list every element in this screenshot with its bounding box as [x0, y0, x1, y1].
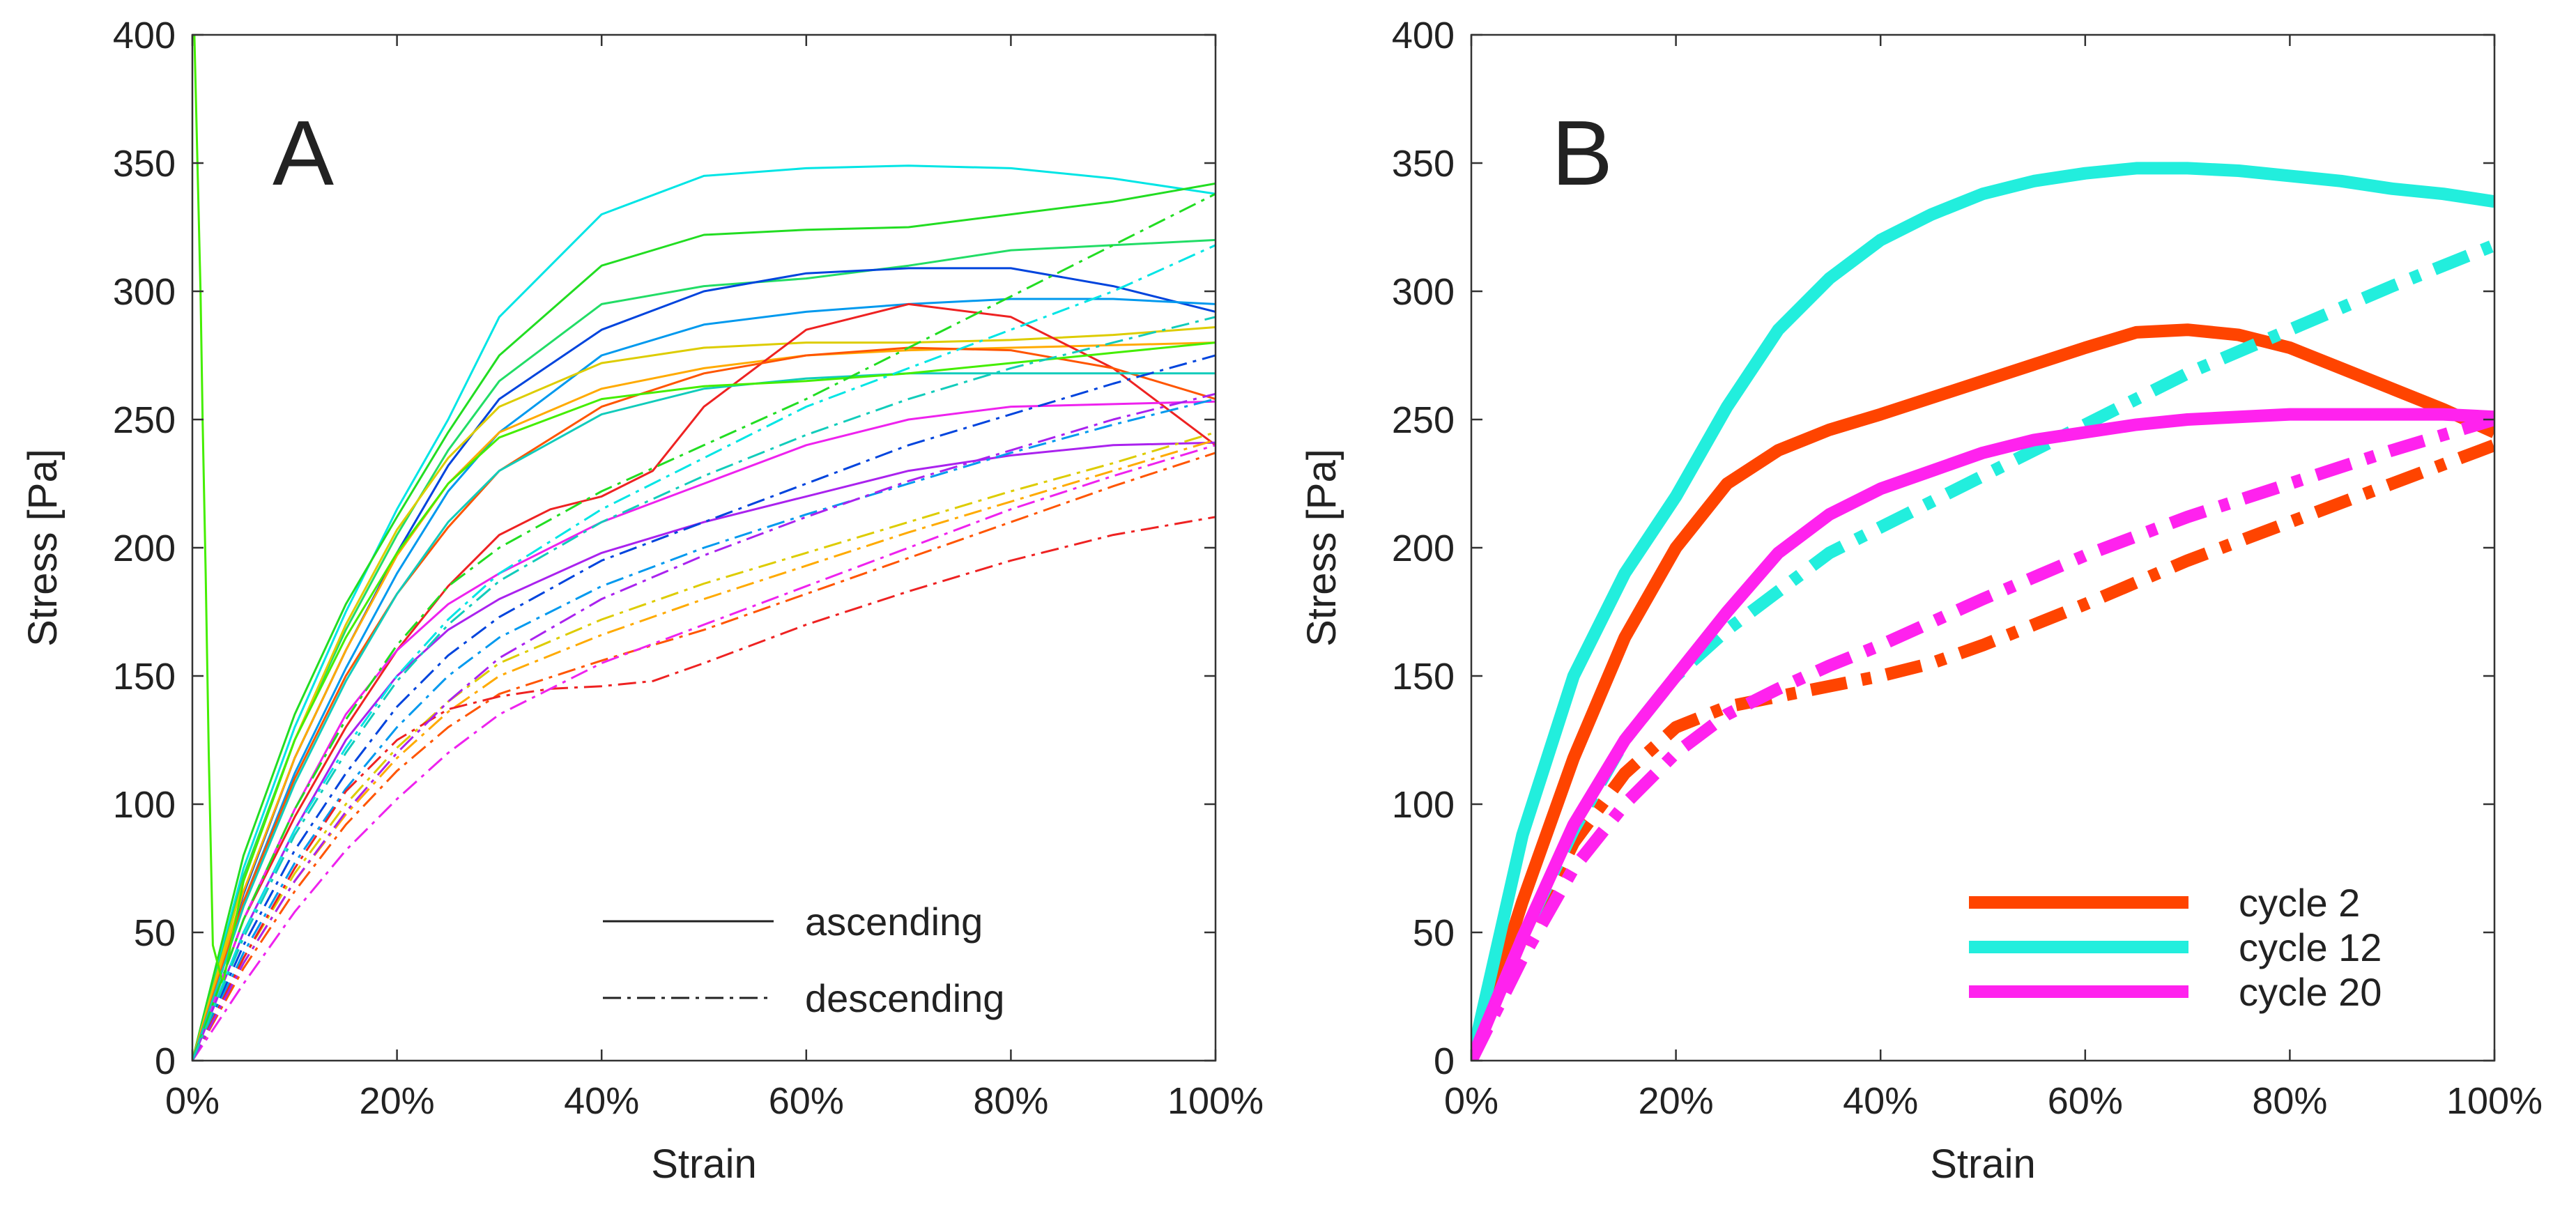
y-tick-label: 400 [1392, 15, 1455, 56]
y-tick-label: 50 [1413, 912, 1455, 954]
series-line-20 [192, 516, 1216, 1061]
series-line-4 [192, 298, 1216, 1061]
series-group [1471, 162, 2494, 1061]
series-line-16 [192, 398, 1216, 1061]
y-tick-label: 300 [113, 271, 176, 313]
y-tick-label: 0 [1434, 1040, 1455, 1082]
series-line-4 [1471, 408, 2494, 1061]
panel-a: 0% 20% 40% 60% 80% 100% 0 50 100 150 200 250 300 350 4… [20, 15, 1264, 1187]
series-line-8 [192, 346, 1216, 1061]
y-tick-label: 100 [1392, 784, 1455, 826]
panel-label: A [273, 102, 334, 204]
y-tick-label: 200 [113, 528, 176, 569]
series-line-6 [192, 341, 1216, 1061]
x-tick-label: 0% [1444, 1080, 1498, 1122]
series-line-10 [192, 441, 1216, 1061]
series-line-0 [1471, 323, 2494, 1061]
y-axis-label: Stress [Pa] [20, 449, 66, 647]
series-line-5 [192, 326, 1216, 1061]
panel-b: 0% 20% 40% 60% 80% 100% 0 50 100 150 200 250 300 350 4… [1299, 15, 2543, 1187]
series-line-21 [192, 444, 1216, 1061]
series-line-2 [1471, 162, 2494, 1061]
x-tick-label: 40% [1843, 1080, 1918, 1122]
panel-label: B [1551, 102, 1613, 204]
series-line-1 [1471, 439, 2494, 1061]
y-tick-label: 350 [113, 143, 176, 185]
series-line-22 [192, 392, 1216, 1061]
legend-label: descending [805, 976, 1004, 1020]
series-line-18 [192, 438, 1216, 1061]
series-line-23 [192, 316, 1216, 1061]
y-tick-label: 50 [134, 912, 176, 954]
x-tick-label: 40% [564, 1080, 639, 1122]
series-line-0 [192, 164, 1216, 1061]
y-tick-label: 300 [1392, 271, 1455, 313]
y-tick-label: 100 [113, 784, 176, 826]
y-tick-label: 0 [155, 1040, 176, 1082]
series-line-14 [192, 192, 1216, 1061]
x-tick-label: 20% [360, 1080, 435, 1122]
y-tick-label: 250 [1392, 399, 1455, 441]
legend-label: cycle 12 [2239, 925, 2382, 969]
y-axis-label: Stress [Pa] [1299, 449, 1344, 647]
series-line-5 [1471, 413, 2494, 1061]
x-axis-label: Strain [651, 1141, 757, 1187]
y-tick-label: 150 [1392, 656, 1455, 698]
x-axis-label: Strain [1930, 1141, 2036, 1187]
y-tick-label: 150 [113, 656, 176, 698]
x-tick-label: 60% [2048, 1080, 2123, 1122]
x-tick-label: 0% [165, 1080, 220, 1122]
y-tick-label: 350 [1392, 143, 1455, 185]
y-tick-label: 400 [113, 15, 176, 56]
series-line-7 [192, 302, 1216, 1061]
x-tick-label: 100% [2446, 1080, 2543, 1122]
y-tick-label: 200 [1392, 528, 1455, 569]
x-tick-label: 60% [769, 1080, 844, 1122]
y-tick-label: 250 [113, 399, 176, 441]
legend-label: ascending [805, 900, 983, 944]
x-tick-label: 20% [1639, 1080, 1714, 1122]
series-group [192, 35, 1216, 1061]
legend-label: cycle 2 [2239, 881, 2360, 925]
x-tick-label: 80% [973, 1080, 1048, 1122]
series-line-9 [192, 400, 1216, 1061]
series-line-13 [192, 244, 1216, 1061]
series-line-15 [192, 354, 1216, 1061]
legend: ascending descending [603, 900, 1004, 1020]
series-line-12 [192, 35, 1216, 985]
series-line-1 [192, 182, 1216, 1061]
series-line-17 [192, 431, 1216, 1061]
series-line-11 [192, 372, 1216, 1061]
legend-label: cycle 20 [2239, 970, 2382, 1014]
series-line-19 [192, 452, 1216, 1061]
x-tick-label: 100% [1167, 1080, 1264, 1122]
x-tick-label: 80% [2252, 1080, 2327, 1122]
